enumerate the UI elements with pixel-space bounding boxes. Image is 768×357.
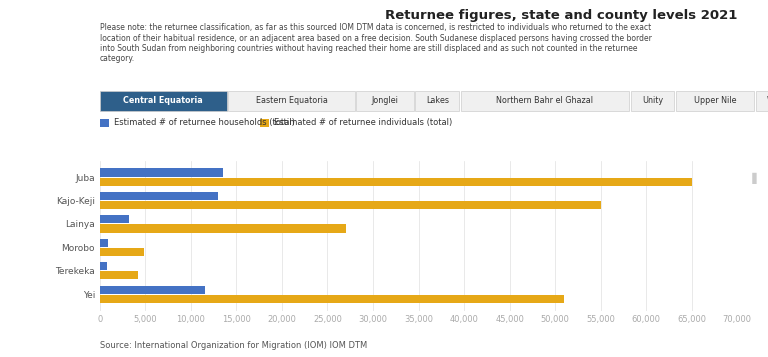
Text: Central Equatoria: Central Equatoria [124,96,203,105]
Text: Estimated # of returnee individuals (total): Estimated # of returnee individuals (tot… [274,118,452,127]
Text: Lakes: Lakes [426,96,449,105]
Text: Jonglei: Jonglei [372,96,399,105]
Bar [100,271,138,280]
Text: Estimated # of returnee households (total): Estimated # of returnee households (tota… [114,118,295,127]
Text: Eastern Equatoria: Eastern Equatoria [256,96,327,105]
Text: Source: International Organization for Migration (IOM) IOM DTM: Source: International Organization for M… [100,341,367,350]
Text: Unity: Unity [642,96,663,105]
Text: Upper Nile: Upper Nile [694,96,737,105]
Bar [100,262,107,270]
Bar [100,286,204,294]
Bar [100,295,564,303]
Text: Returnee figures, state and county levels 2021: Returnee figures, state and county level… [385,9,737,22]
Bar [100,224,346,232]
Bar [100,248,144,256]
Bar [100,201,601,209]
Text: ▐: ▐ [748,173,756,184]
Text: Please note: the returnee classification, as far as this sourced IOM DTM data is: Please note: the returnee classification… [100,23,652,64]
Text: Warrap: Warrap [766,96,768,105]
Bar [100,215,129,223]
Bar [100,192,218,200]
Bar [100,239,108,247]
Text: Northern Bahr el Ghazal: Northern Bahr el Ghazal [496,96,594,105]
Bar [100,177,692,186]
Bar [100,169,223,177]
